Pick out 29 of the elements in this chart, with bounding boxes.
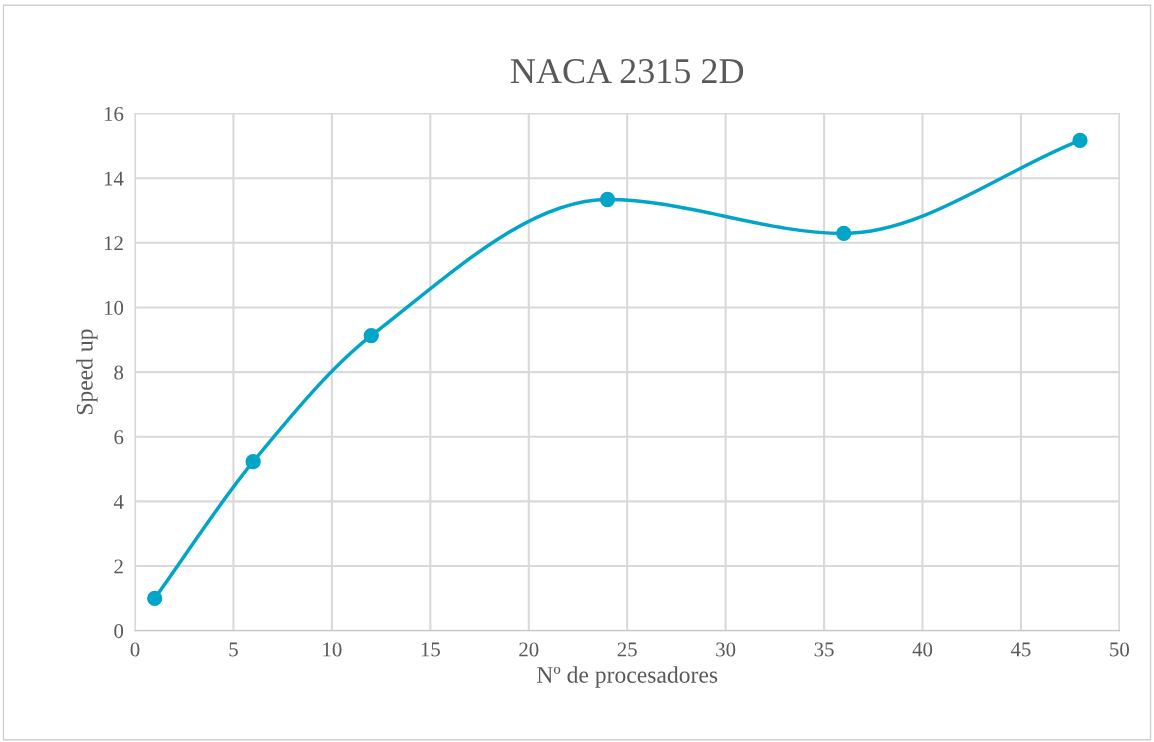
x-tick-label: 5: [229, 642, 238, 657]
x-tick-label: 15: [421, 642, 440, 657]
y-tick-label: 6: [114, 430, 124, 445]
y-tick-label: 4: [113, 494, 124, 509]
x-tick-label: 50: [1110, 642, 1129, 657]
x-tick-label: 40: [912, 642, 933, 657]
y-tick-label: 0: [114, 624, 124, 639]
y-tick-label: 2: [114, 559, 123, 574]
x-tick-label: 0: [130, 642, 140, 657]
point: [599, 191, 616, 208]
point: [836, 225, 852, 242]
y-tick-label: 14: [104, 171, 124, 186]
point: [245, 454, 261, 470]
x-tick-label: 25: [617, 642, 637, 657]
y-tick-label: 16: [104, 106, 124, 121]
chart-title: NACA 2315 2D: [510, 59, 744, 84]
x-tick-label: 10: [323, 642, 342, 657]
y-tick-label: 10: [104, 300, 124, 315]
point: [147, 590, 163, 607]
x-tick-label: 35: [814, 642, 834, 657]
x-tick-label: 20: [519, 642, 539, 657]
x-tick-label: 45: [1010, 642, 1031, 657]
x-axis-title: Nº de procesadores: [537, 666, 718, 688]
y-tick-label: 8: [114, 365, 124, 380]
point: [1072, 132, 1088, 148]
y-axis-title: Speed up: [76, 329, 98, 415]
y-tick-label: 12: [104, 236, 123, 251]
x-tick-label: 30: [716, 642, 736, 657]
point: [363, 327, 379, 344]
